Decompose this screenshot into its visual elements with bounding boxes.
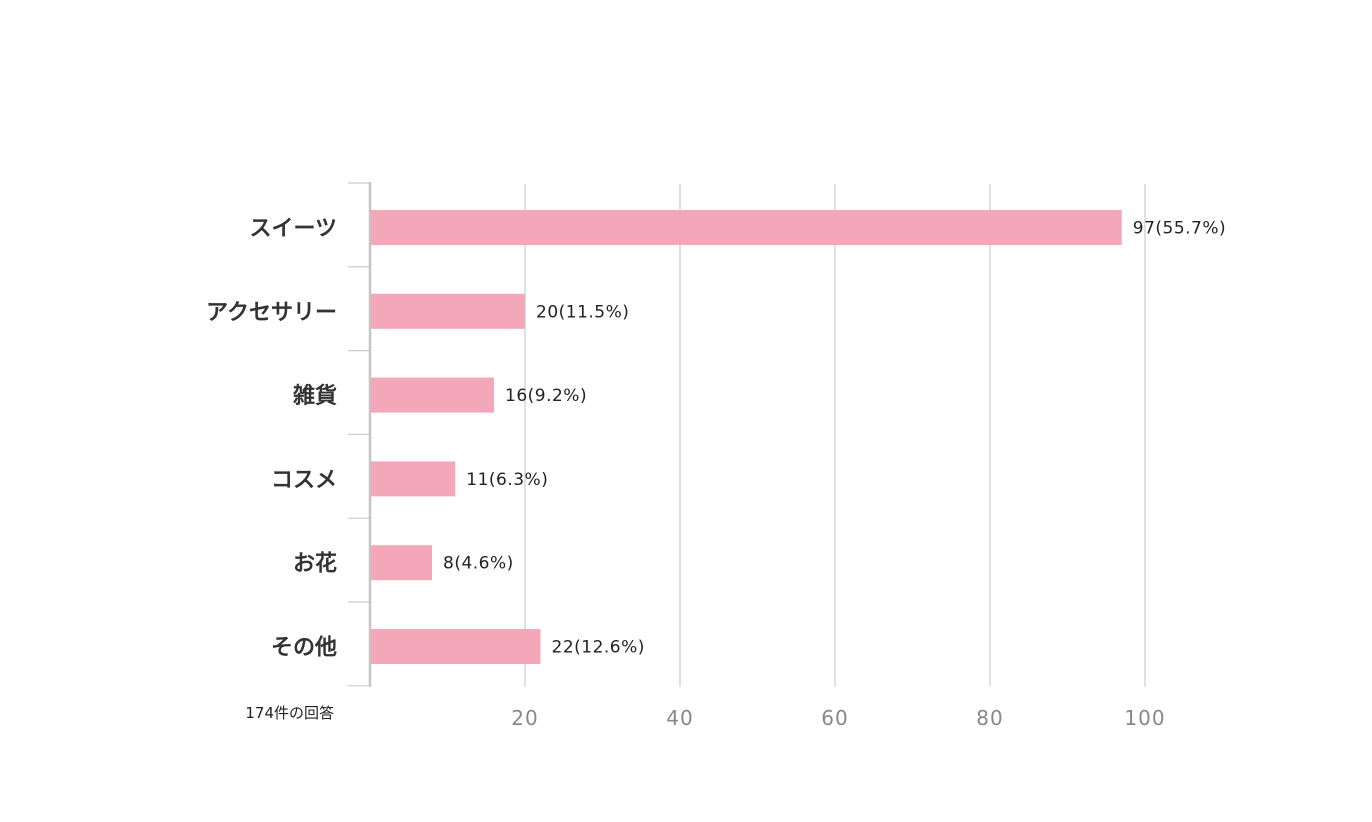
x-tick-label: 40 xyxy=(666,706,693,730)
category-label: その他 xyxy=(271,636,337,661)
bar xyxy=(371,545,432,581)
category-label: アクセサリー xyxy=(206,300,337,325)
x-tick-label: 20 xyxy=(511,706,538,730)
x-tick-label: 80 xyxy=(976,706,1003,730)
data-label: 8(4.6%) xyxy=(443,554,514,574)
response-count-note: 174件の回答 xyxy=(245,704,334,722)
category-label: コスメ xyxy=(271,468,337,493)
x-tick-label: 100 xyxy=(1124,706,1165,730)
category-label: 雑貨 xyxy=(292,383,337,409)
bar xyxy=(371,210,1122,245)
bar xyxy=(371,377,494,413)
data-label: 11(6.3%) xyxy=(466,470,548,490)
data-label: 97(55.7%) xyxy=(1133,219,1226,239)
category-label: スイーツ xyxy=(249,217,337,242)
data-label: 20(11.5%) xyxy=(536,302,629,322)
data-label: 22(12.6%) xyxy=(552,638,645,658)
bar xyxy=(371,461,456,497)
bar xyxy=(371,629,541,664)
x-tick-label: 60 xyxy=(821,706,848,730)
data-label: 16(9.2%) xyxy=(505,386,587,406)
category-label: お花 xyxy=(293,551,337,577)
bar xyxy=(371,293,525,329)
